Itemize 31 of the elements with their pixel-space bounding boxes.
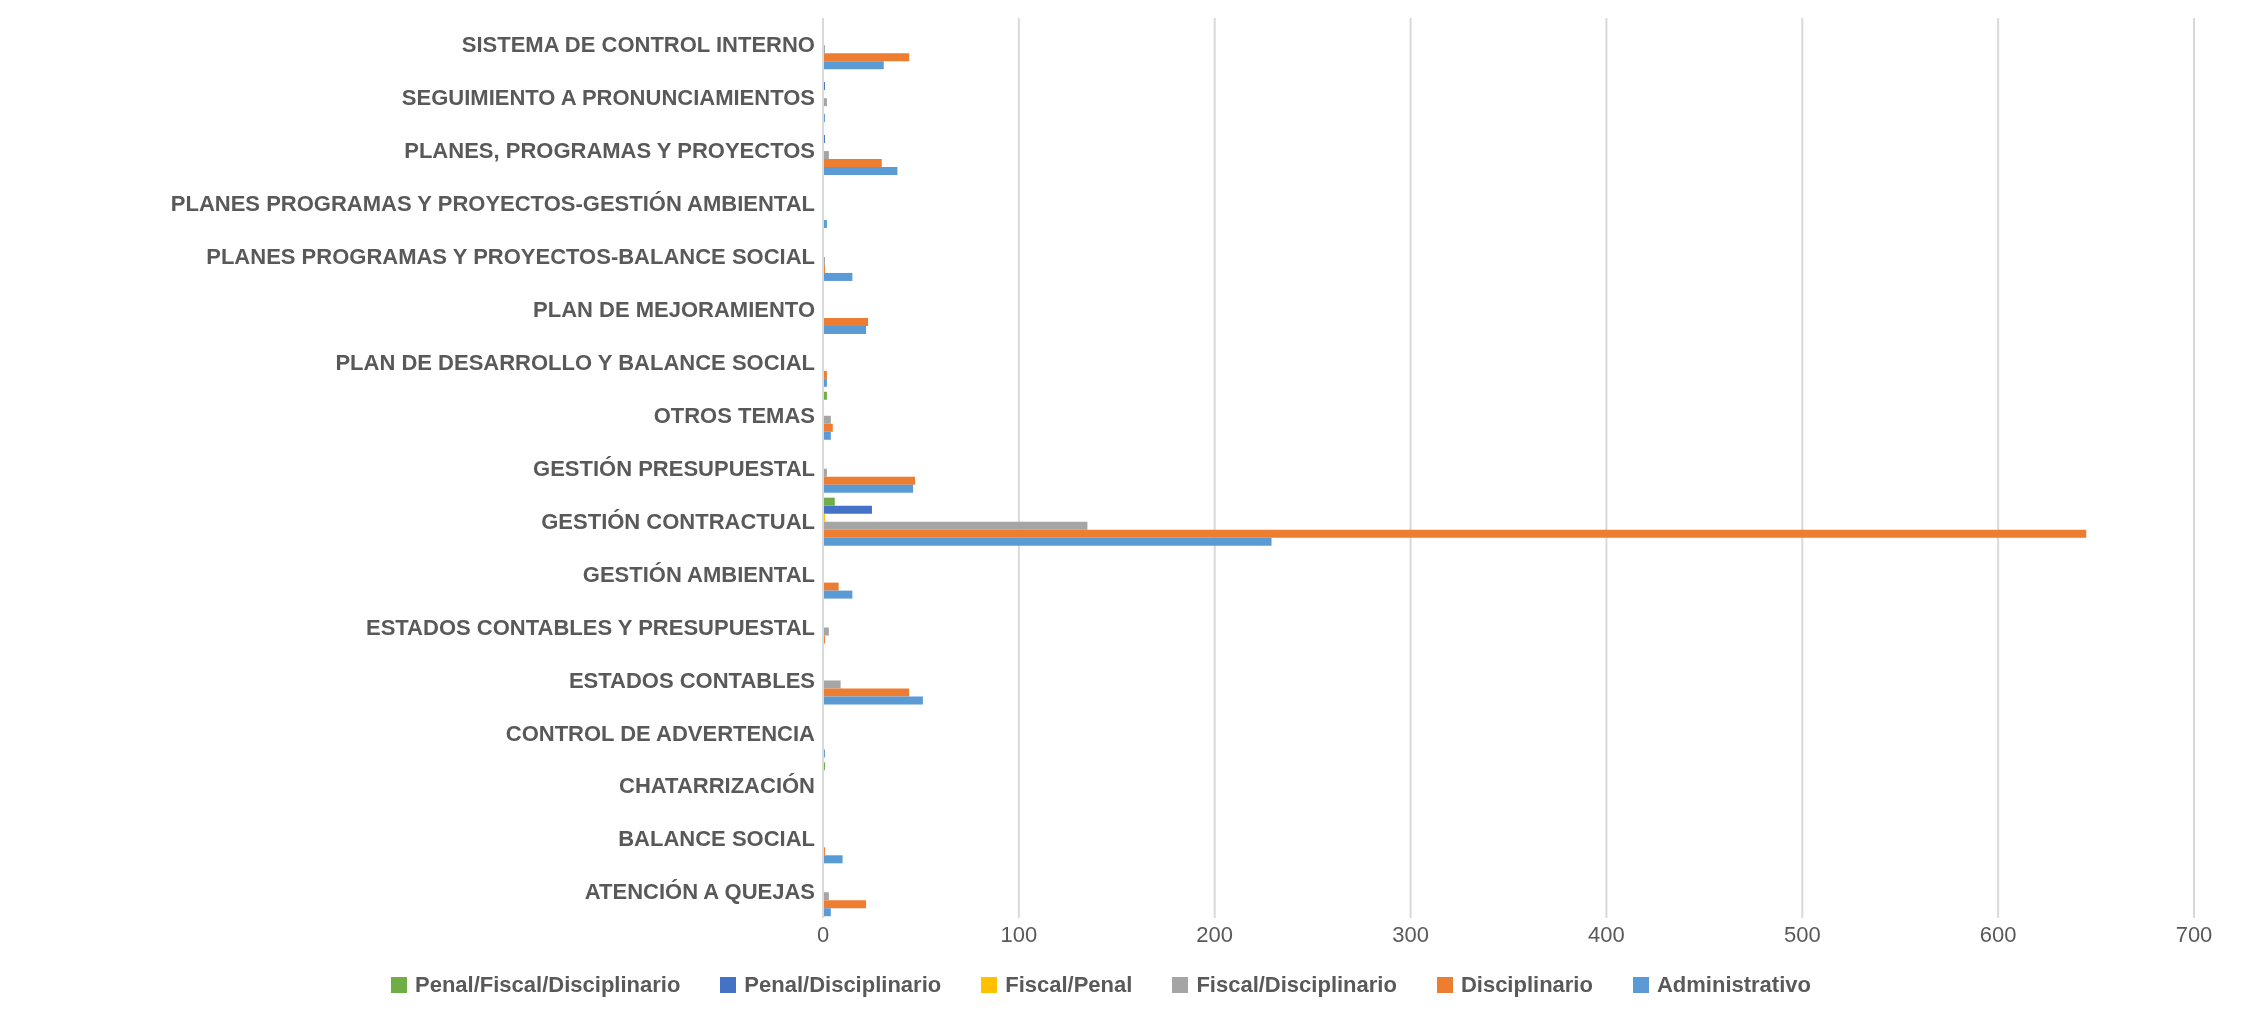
y-tick-label: CONTROL DE ADVERTENCIA <box>505 720 816 746</box>
y-tick-label: SISTEMA DE CONTROL INTERNO <box>461 32 815 58</box>
y-tick-label: PLAN DE MEJORAMIENTO <box>533 296 815 322</box>
y-tick-label: ATENCIÓN A QUEJAS <box>584 879 815 905</box>
y-tick-label: BALANCE SOCIAL <box>618 826 815 852</box>
y-tick-label: ESTADOS CONTABLES Y PRESUPUESTAL <box>365 614 815 640</box>
x-tick-label: 300 <box>1392 921 1429 947</box>
x-tick-label: 200 <box>1196 921 1234 947</box>
x-tick-label: 600 <box>1979 921 2017 947</box>
y-tick-label: ESTADOS CONTABLES <box>568 667 815 693</box>
x-tick-label: 400 <box>1588 921 1625 947</box>
legend-label: Disciplinario <box>1459 972 1593 998</box>
x-tick-label: 500 <box>1783 921 1821 947</box>
legend-label: Administrativo <box>1655 972 1811 998</box>
y-tick-label: GESTIÓN AMBIENTAL <box>582 561 815 587</box>
y-tick-label: PLANES, PROGRAMAS Y PROYECTOS <box>404 138 815 164</box>
legend-label: Penal/Fiscal/Disciplinario <box>414 972 681 998</box>
y-tick-label: GESTIÓN CONTRACTUAL <box>541 508 815 534</box>
x-tick-label: 100 <box>1000 921 1038 947</box>
legend-label: Fiscal/Penal <box>1004 972 1133 998</box>
y-tick-label: PLANES PROGRAMAS Y PROYECTOS-BALANCE SOCIAL <box>206 244 815 270</box>
y-tick-label: SEGUIMIENTO A PRONUNCIAMIENTOS <box>401 85 815 111</box>
legend-label: Fiscal/Disciplinario <box>1195 972 1397 998</box>
x-tick-label: 700 <box>2175 921 2213 947</box>
y-tick-label: OTROS TEMAS <box>653 402 815 428</box>
legend-label: Penal/Disciplinario <box>743 972 942 998</box>
y-tick-label: CHATARRIZACIÓN <box>619 773 815 799</box>
y-tick-label: PLAN DE DESARROLLO Y BALANCE SOCIAL <box>335 349 815 375</box>
x-tick-label: 0 <box>816 921 830 947</box>
y-tick-label: GESTIÓN PRESUPUESTAL <box>533 455 815 481</box>
y-tick-label: PLANES PROGRAMAS Y PROYECTOS-GESTIÓN AMBIENTAL <box>170 191 815 217</box>
